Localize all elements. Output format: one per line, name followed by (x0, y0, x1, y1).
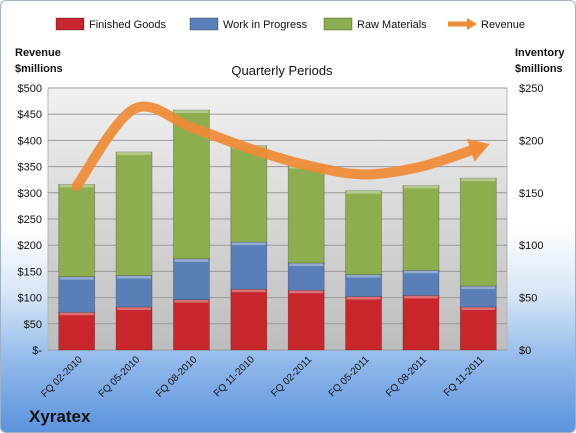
x-tick-label: FQ 02-2011 (269, 354, 314, 399)
y-tick-label: $150 (18, 266, 42, 278)
bar-highlight (231, 289, 266, 293)
bar-highlight (289, 263, 324, 267)
y2-tick-label: $50 (519, 293, 537, 305)
y-axis-title-line1: Revenue (15, 47, 61, 59)
bar-finished-goods (58, 311, 96, 351)
bar-highlight (174, 299, 209, 303)
bar-finished-goods (402, 295, 440, 351)
y2-tick-label: $100 (519, 240, 543, 252)
bar-work-in-progress (115, 275, 153, 308)
y2-tick-label: $150 (519, 188, 543, 200)
bar-work-in-progress (345, 274, 382, 297)
bar-highlight (346, 274, 381, 278)
bar-highlight (461, 178, 496, 182)
bar-highlight (346, 190, 381, 194)
chart-title: Quarterly Periods (231, 63, 333, 78)
y2-tick-label: $250 (519, 83, 543, 95)
x-tick-label: FQ 11-2011 (442, 354, 487, 399)
bar-finished-goods (173, 299, 210, 351)
legend-label: Raw Materials (357, 19, 427, 31)
bar-highlight (461, 286, 496, 290)
legend-label: Revenue (481, 19, 525, 31)
revenue-line (71, 101, 484, 191)
bar-highlight (117, 307, 152, 311)
bar-raw-materials (345, 190, 382, 275)
bar-highlight (403, 270, 438, 274)
legend-swatch-raw-materials (323, 17, 353, 31)
bar-highlight (461, 307, 496, 311)
y-tick-label: $350 (18, 162, 42, 174)
y-tick-label: $500 (18, 83, 42, 95)
bar-highlight (403, 295, 438, 299)
legend: Finished Goods Work in Progress Raw Materi… (55, 17, 525, 31)
bar-work-in-progress (173, 258, 210, 301)
bar-highlight (403, 185, 438, 189)
legend-swatch-finished-goods (55, 17, 85, 31)
bar-highlight (117, 275, 152, 279)
x-tick-label: FQ 02-2010 (39, 354, 85, 400)
x-tick-label: FQ 11-2010 (212, 354, 257, 399)
y-tick-label: $450 (18, 109, 42, 121)
bar-series (58, 109, 497, 351)
bar-work-in-progress (58, 276, 96, 313)
bar-highlight (59, 312, 94, 316)
x-tick-label: FQ 05-2011 (327, 354, 372, 399)
y-axis-title-line2: $millions (15, 63, 63, 75)
bar-work-in-progress (287, 262, 325, 291)
bar-finished-goods (115, 306, 153, 351)
y-tick-label: $50 (24, 319, 42, 331)
bar-highlight (174, 258, 209, 262)
bar-finished-goods (459, 306, 497, 351)
bar-finished-goods (287, 289, 325, 351)
bar-raw-materials (287, 165, 325, 264)
x-tick-label: FQ 05-2010 (97, 354, 143, 400)
legend-label: Finished Goods (89, 19, 167, 31)
bar-highlight (117, 151, 152, 155)
bar-finished-goods (345, 296, 382, 351)
y2-axis-title-line1: Inventory (515, 47, 565, 59)
bar-work-in-progress (459, 285, 497, 308)
bar-raw-materials (58, 184, 96, 278)
y-tick-label: $100 (18, 293, 42, 305)
revenue-arrowhead (466, 138, 490, 162)
y-tick-label: $300 (18, 188, 42, 200)
legend-label: Work in Progress (223, 19, 308, 31)
y2-axis-title-line2: $millions (515, 63, 563, 75)
bar-work-in-progress (230, 241, 268, 290)
y2-tick-label: $0 (519, 345, 531, 357)
bar-highlight (346, 296, 381, 300)
company-name: Xyratex (29, 407, 91, 426)
bar-highlight (289, 290, 324, 294)
bar-raw-materials (459, 177, 497, 287)
revenue-line-layer (71, 101, 490, 191)
bar-work-in-progress (402, 269, 440, 296)
y2-tick-label: $200 (519, 135, 543, 147)
bar-highlight (59, 276, 94, 280)
bar-raw-materials (115, 151, 153, 276)
y-tick-label: $- (32, 345, 42, 357)
bar-raw-materials (230, 145, 268, 243)
bar-raw-materials (402, 185, 440, 271)
bar-highlight (174, 110, 209, 114)
legend-swatch-work-in-progress (189, 17, 219, 31)
x-tick-label: FQ 08-2011 (384, 354, 429, 399)
bar-finished-goods (230, 288, 268, 351)
x-tick-label: FQ 08-2010 (154, 354, 200, 400)
y-tick-label: $200 (18, 240, 42, 252)
bar-highlight (231, 242, 266, 246)
y-tick-label: $400 (18, 135, 42, 147)
legend-arrow-icon (467, 18, 477, 30)
y-tick-label: $250 (18, 214, 42, 226)
